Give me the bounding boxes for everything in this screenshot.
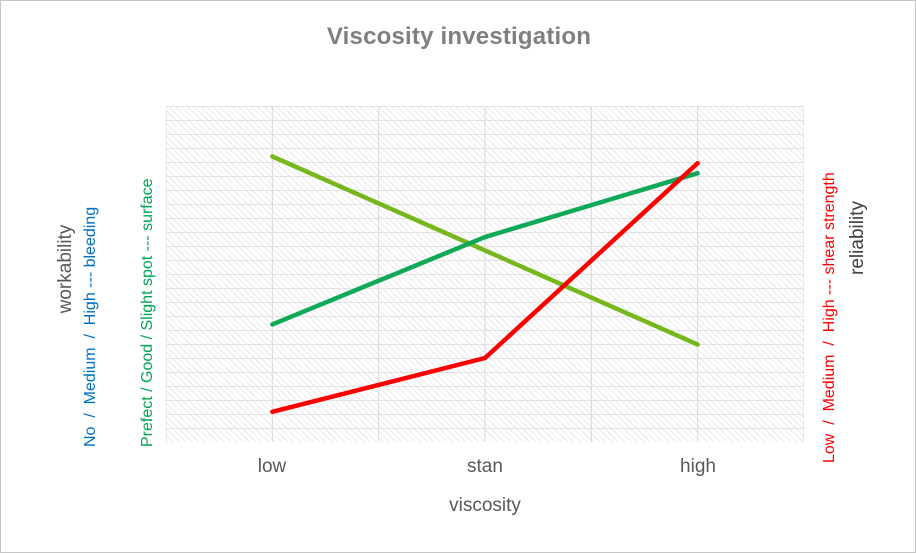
x-category-high: high: [680, 456, 716, 477]
chart-title: Viscosity investigation: [326, 23, 592, 50]
left-scale-surface: Prefect / Good / Slight spot --- surface: [139, 178, 156, 447]
x-category-stan: stan: [467, 456, 503, 477]
x-axis-title: viscosity: [449, 495, 521, 516]
right-scale-shear-strength: Low / Medium / High --- shear strength: [821, 172, 838, 463]
x-category-low: low: [257, 456, 287, 477]
series-line-shear-strength: [270, 160, 700, 415]
series-line-bleeding: [270, 154, 700, 347]
series-line-surface: [270, 170, 700, 327]
right-axis-title: reliability: [847, 201, 868, 275]
plot-area: [166, 106, 804, 442]
series-svg: [166, 106, 804, 442]
left-scale-bleeding: No / Medium / High --- bleeding: [82, 206, 99, 447]
